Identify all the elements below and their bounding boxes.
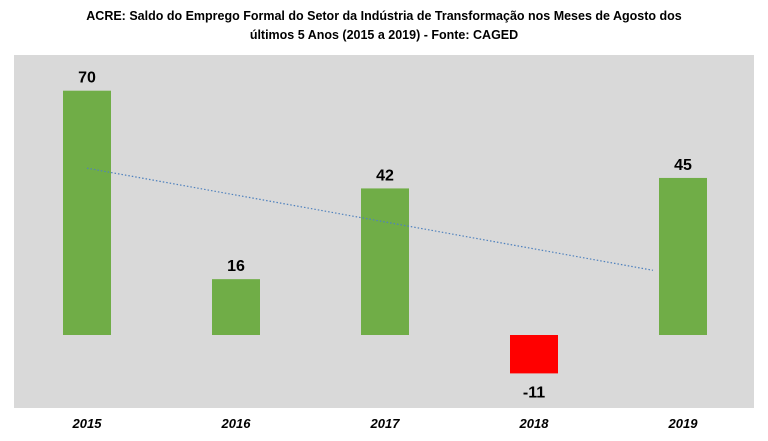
category-label-2018: 2018 (519, 416, 550, 431)
bar-2015 (63, 90, 111, 335)
chart-title-line2: últimos 5 Anos (2015 a 2019) - Fonte: CA… (249, 28, 519, 42)
trendline (86, 167, 654, 271)
bar-2018 (510, 335, 558, 374)
data-label-2018: -11 (523, 384, 545, 401)
data-label-2016: 16 (227, 258, 245, 275)
bar-2019 (659, 177, 707, 335)
bar-2016 (212, 279, 260, 335)
category-label-2017: 2017 (370, 416, 401, 431)
category-label-2015: 2015 (72, 416, 103, 431)
bar-2017 (361, 188, 409, 335)
chart-title-line1: ACRE: Saldo do Emprego Formal do Setor d… (86, 9, 682, 23)
category-label-2016: 2016 (221, 416, 252, 431)
category-label-2019: 2019 (668, 416, 699, 431)
data-label-2015: 70 (78, 70, 96, 87)
data-label-2017: 42 (376, 167, 394, 184)
data-label-2019: 45 (674, 157, 692, 174)
